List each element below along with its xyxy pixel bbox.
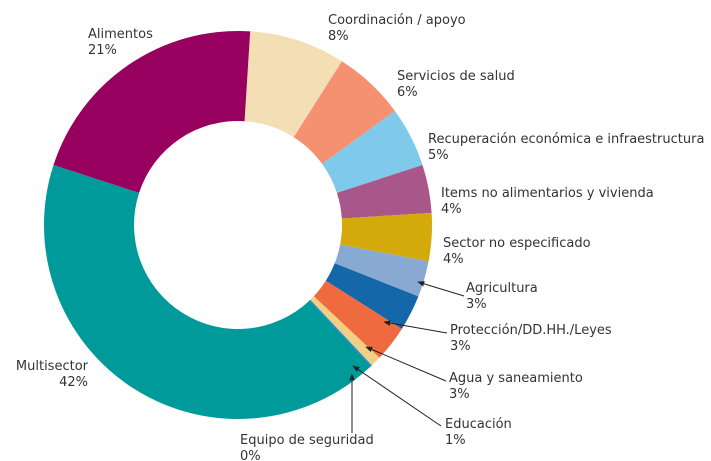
slice <box>309 296 380 367</box>
slice <box>293 61 395 164</box>
slice-label: Protección/DD.HH./Leyes <box>450 323 612 338</box>
leader-arrow <box>352 365 442 427</box>
slice-label: Sector no especificado <box>443 236 591 251</box>
value-label: 4% <box>443 252 464 267</box>
slice-label: Alimentos <box>88 27 153 42</box>
value-label: 21% <box>88 43 117 58</box>
slice-label: Servicios de salud <box>397 69 515 84</box>
slice <box>322 110 423 193</box>
leader-arrow <box>417 281 465 297</box>
slice <box>244 31 342 138</box>
value-label: 8% <box>328 29 349 44</box>
slice-label: Recuperación económica e infraestructura <box>428 132 704 147</box>
slice-label: Educación <box>445 417 512 432</box>
value-label: 4% <box>441 202 462 217</box>
slice <box>340 212 432 262</box>
slice-label: Items no alimentarios y vivienda <box>441 186 654 201</box>
slice <box>336 165 432 219</box>
value-label: 0% <box>240 449 261 461</box>
leader-arrow <box>383 320 448 334</box>
slice-label: Multisector <box>16 359 89 374</box>
value-label: 3% <box>450 339 471 354</box>
slice <box>53 30 251 193</box>
value-label: 3% <box>466 297 487 312</box>
value-label: 5% <box>428 148 449 163</box>
slice <box>313 280 402 358</box>
slice-label: Agricultura <box>466 281 538 296</box>
slice-label: Agua y saneamiento <box>449 371 583 386</box>
value-label: 3% <box>449 387 470 402</box>
slice <box>325 263 419 329</box>
slice-label: Equipo de seguridad <box>240 433 374 448</box>
value-label: 6% <box>397 85 418 100</box>
slice <box>44 165 371 419</box>
value-label: 42% <box>59 375 88 390</box>
slice <box>334 244 429 297</box>
value-label: 1% <box>445 433 466 448</box>
leader-arrow <box>365 346 447 382</box>
slice-label: Coordinación / apoyo <box>328 13 466 28</box>
